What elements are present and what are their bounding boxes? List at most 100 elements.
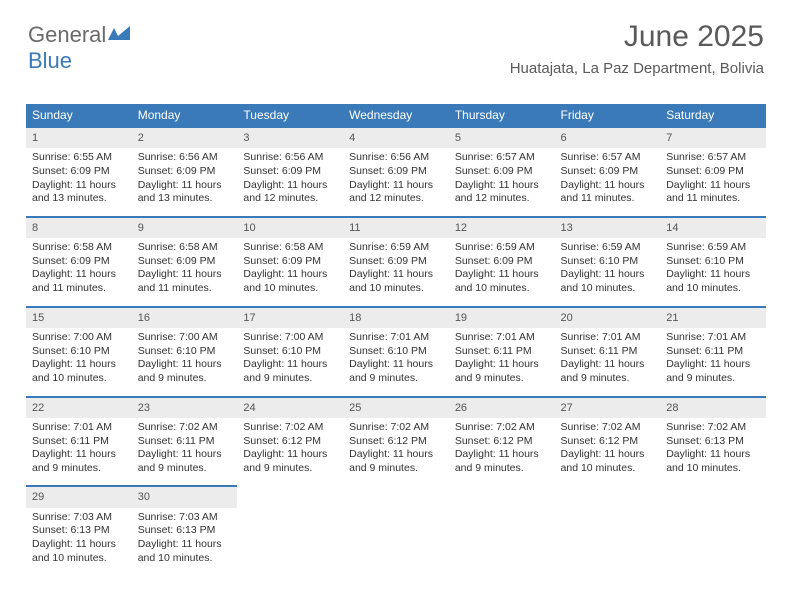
daylight-text: Daylight: 11 hours (138, 179, 232, 193)
daylight-text: and 9 minutes. (138, 462, 232, 476)
daylight-text: and 9 minutes. (455, 462, 549, 476)
page-subtitle: Huatajata, La Paz Department, Bolivia (510, 60, 764, 77)
day-content: Sunrise: 7:00 AMSunset: 6:10 PMDaylight:… (132, 328, 238, 396)
sunset-text: Sunset: 6:12 PM (561, 435, 655, 449)
day-cell: 29Sunrise: 7:03 AMSunset: 6:13 PMDayligh… (26, 486, 132, 575)
daylight-text: and 9 minutes. (32, 462, 126, 476)
day-header-row: Sunday Monday Tuesday Wednesday Thursday… (26, 104, 766, 127)
day-cell (237, 486, 343, 575)
sunrise-text: Sunrise: 7:02 AM (666, 421, 760, 435)
day-number: 3 (237, 128, 343, 148)
day-number: 15 (26, 308, 132, 328)
sunrise-text: Sunrise: 6:57 AM (561, 151, 655, 165)
day-number: 24 (237, 398, 343, 418)
sunrise-text: Sunrise: 7:00 AM (32, 331, 126, 345)
day-cell: 7Sunrise: 6:57 AMSunset: 6:09 PMDaylight… (660, 127, 766, 217)
sunrise-text: Sunrise: 7:01 AM (455, 331, 549, 345)
day-number: 12 (449, 218, 555, 238)
day-number: 23 (132, 398, 238, 418)
day-number: 19 (449, 308, 555, 328)
day-cell: 26Sunrise: 7:02 AMSunset: 6:12 PMDayligh… (449, 397, 555, 487)
daylight-text: Daylight: 11 hours (455, 358, 549, 372)
sunrise-text: Sunrise: 6:57 AM (666, 151, 760, 165)
daylight-text: Daylight: 11 hours (666, 358, 760, 372)
daylight-text: and 13 minutes. (32, 192, 126, 206)
sunset-text: Sunset: 6:09 PM (666, 165, 760, 179)
daylight-text: and 10 minutes. (455, 282, 549, 296)
daylight-text: Daylight: 11 hours (561, 448, 655, 462)
sunrise-text: Sunrise: 6:59 AM (666, 241, 760, 255)
day-cell (660, 486, 766, 575)
day-cell: 3Sunrise: 6:56 AMSunset: 6:09 PMDaylight… (237, 127, 343, 217)
week-row: 1Sunrise: 6:55 AMSunset: 6:09 PMDaylight… (26, 127, 766, 217)
sunrise-text: Sunrise: 6:56 AM (349, 151, 443, 165)
sunset-text: Sunset: 6:11 PM (561, 345, 655, 359)
daylight-text: Daylight: 11 hours (32, 448, 126, 462)
day-content: Sunrise: 7:02 AMSunset: 6:12 PMDaylight:… (343, 418, 449, 486)
sunrise-text: Sunrise: 7:01 AM (349, 331, 443, 345)
day-number: 27 (555, 398, 661, 418)
day-number: 13 (555, 218, 661, 238)
day-content: Sunrise: 7:03 AMSunset: 6:13 PMDaylight:… (26, 508, 132, 576)
sunrise-text: Sunrise: 7:02 AM (243, 421, 337, 435)
day-content: Sunrise: 6:59 AMSunset: 6:09 PMDaylight:… (449, 238, 555, 306)
sunrise-text: Sunrise: 6:59 AM (349, 241, 443, 255)
sunset-text: Sunset: 6:09 PM (349, 255, 443, 269)
day-content: Sunrise: 6:57 AMSunset: 6:09 PMDaylight:… (449, 148, 555, 216)
day-cell: 21Sunrise: 7:01 AMSunset: 6:11 PMDayligh… (660, 307, 766, 397)
sunset-text: Sunset: 6:09 PM (561, 165, 655, 179)
sunrise-text: Sunrise: 6:56 AM (138, 151, 232, 165)
week-row: 29Sunrise: 7:03 AMSunset: 6:13 PMDayligh… (26, 486, 766, 575)
daylight-text: Daylight: 11 hours (561, 358, 655, 372)
day-content: Sunrise: 7:01 AMSunset: 6:11 PMDaylight:… (449, 328, 555, 396)
sunrise-text: Sunrise: 6:55 AM (32, 151, 126, 165)
sunset-text: Sunset: 6:09 PM (243, 255, 337, 269)
daylight-text: Daylight: 11 hours (349, 268, 443, 282)
day-number: 5 (449, 128, 555, 148)
daylight-text: Daylight: 11 hours (561, 179, 655, 193)
daylight-text: and 9 minutes. (243, 372, 337, 386)
daylight-text: and 9 minutes. (561, 372, 655, 386)
daylight-text: Daylight: 11 hours (32, 179, 126, 193)
daylight-text: and 12 minutes. (243, 192, 337, 206)
sunset-text: Sunset: 6:10 PM (349, 345, 443, 359)
day-content: Sunrise: 7:01 AMSunset: 6:11 PMDaylight:… (26, 418, 132, 486)
daylight-text: and 9 minutes. (349, 462, 443, 476)
sunset-text: Sunset: 6:12 PM (349, 435, 443, 449)
daylight-text: Daylight: 11 hours (138, 448, 232, 462)
sunset-text: Sunset: 6:09 PM (455, 255, 549, 269)
sunset-text: Sunset: 6:11 PM (666, 345, 760, 359)
sunrise-text: Sunrise: 6:59 AM (561, 241, 655, 255)
day-header-fri: Friday (555, 104, 661, 127)
sunset-text: Sunset: 6:11 PM (138, 435, 232, 449)
sunset-text: Sunset: 6:11 PM (455, 345, 549, 359)
sunset-text: Sunset: 6:10 PM (666, 255, 760, 269)
daylight-text: Daylight: 11 hours (243, 448, 337, 462)
sunrise-text: Sunrise: 6:58 AM (243, 241, 337, 255)
day-content: Sunrise: 7:02 AMSunset: 6:13 PMDaylight:… (660, 418, 766, 486)
sunrise-text: Sunrise: 7:01 AM (32, 421, 126, 435)
logo-flag-icon (108, 22, 130, 48)
day-header-mon: Monday (132, 104, 238, 127)
daylight-text: Daylight: 11 hours (138, 358, 232, 372)
daylight-text: and 11 minutes. (32, 282, 126, 296)
day-cell: 25Sunrise: 7:02 AMSunset: 6:12 PMDayligh… (343, 397, 449, 487)
day-header-sat: Saturday (660, 104, 766, 127)
day-content: Sunrise: 6:58 AMSunset: 6:09 PMDaylight:… (132, 238, 238, 306)
day-content: Sunrise: 6:56 AMSunset: 6:09 PMDaylight:… (343, 148, 449, 216)
sunset-text: Sunset: 6:10 PM (561, 255, 655, 269)
daylight-text: and 9 minutes. (666, 372, 760, 386)
day-number: 10 (237, 218, 343, 238)
day-content: Sunrise: 7:02 AMSunset: 6:12 PMDaylight:… (555, 418, 661, 486)
day-number: 26 (449, 398, 555, 418)
sunset-text: Sunset: 6:09 PM (138, 255, 232, 269)
sunset-text: Sunset: 6:10 PM (32, 345, 126, 359)
daylight-text: and 10 minutes. (561, 462, 655, 476)
day-header-wed: Wednesday (343, 104, 449, 127)
sunrise-text: Sunrise: 7:02 AM (349, 421, 443, 435)
daylight-text: and 10 minutes. (666, 462, 760, 476)
daylight-text: Daylight: 11 hours (243, 358, 337, 372)
day-number: 28 (660, 398, 766, 418)
calendar-body: 1Sunrise: 6:55 AMSunset: 6:09 PMDaylight… (26, 127, 766, 575)
day-number: 16 (132, 308, 238, 328)
